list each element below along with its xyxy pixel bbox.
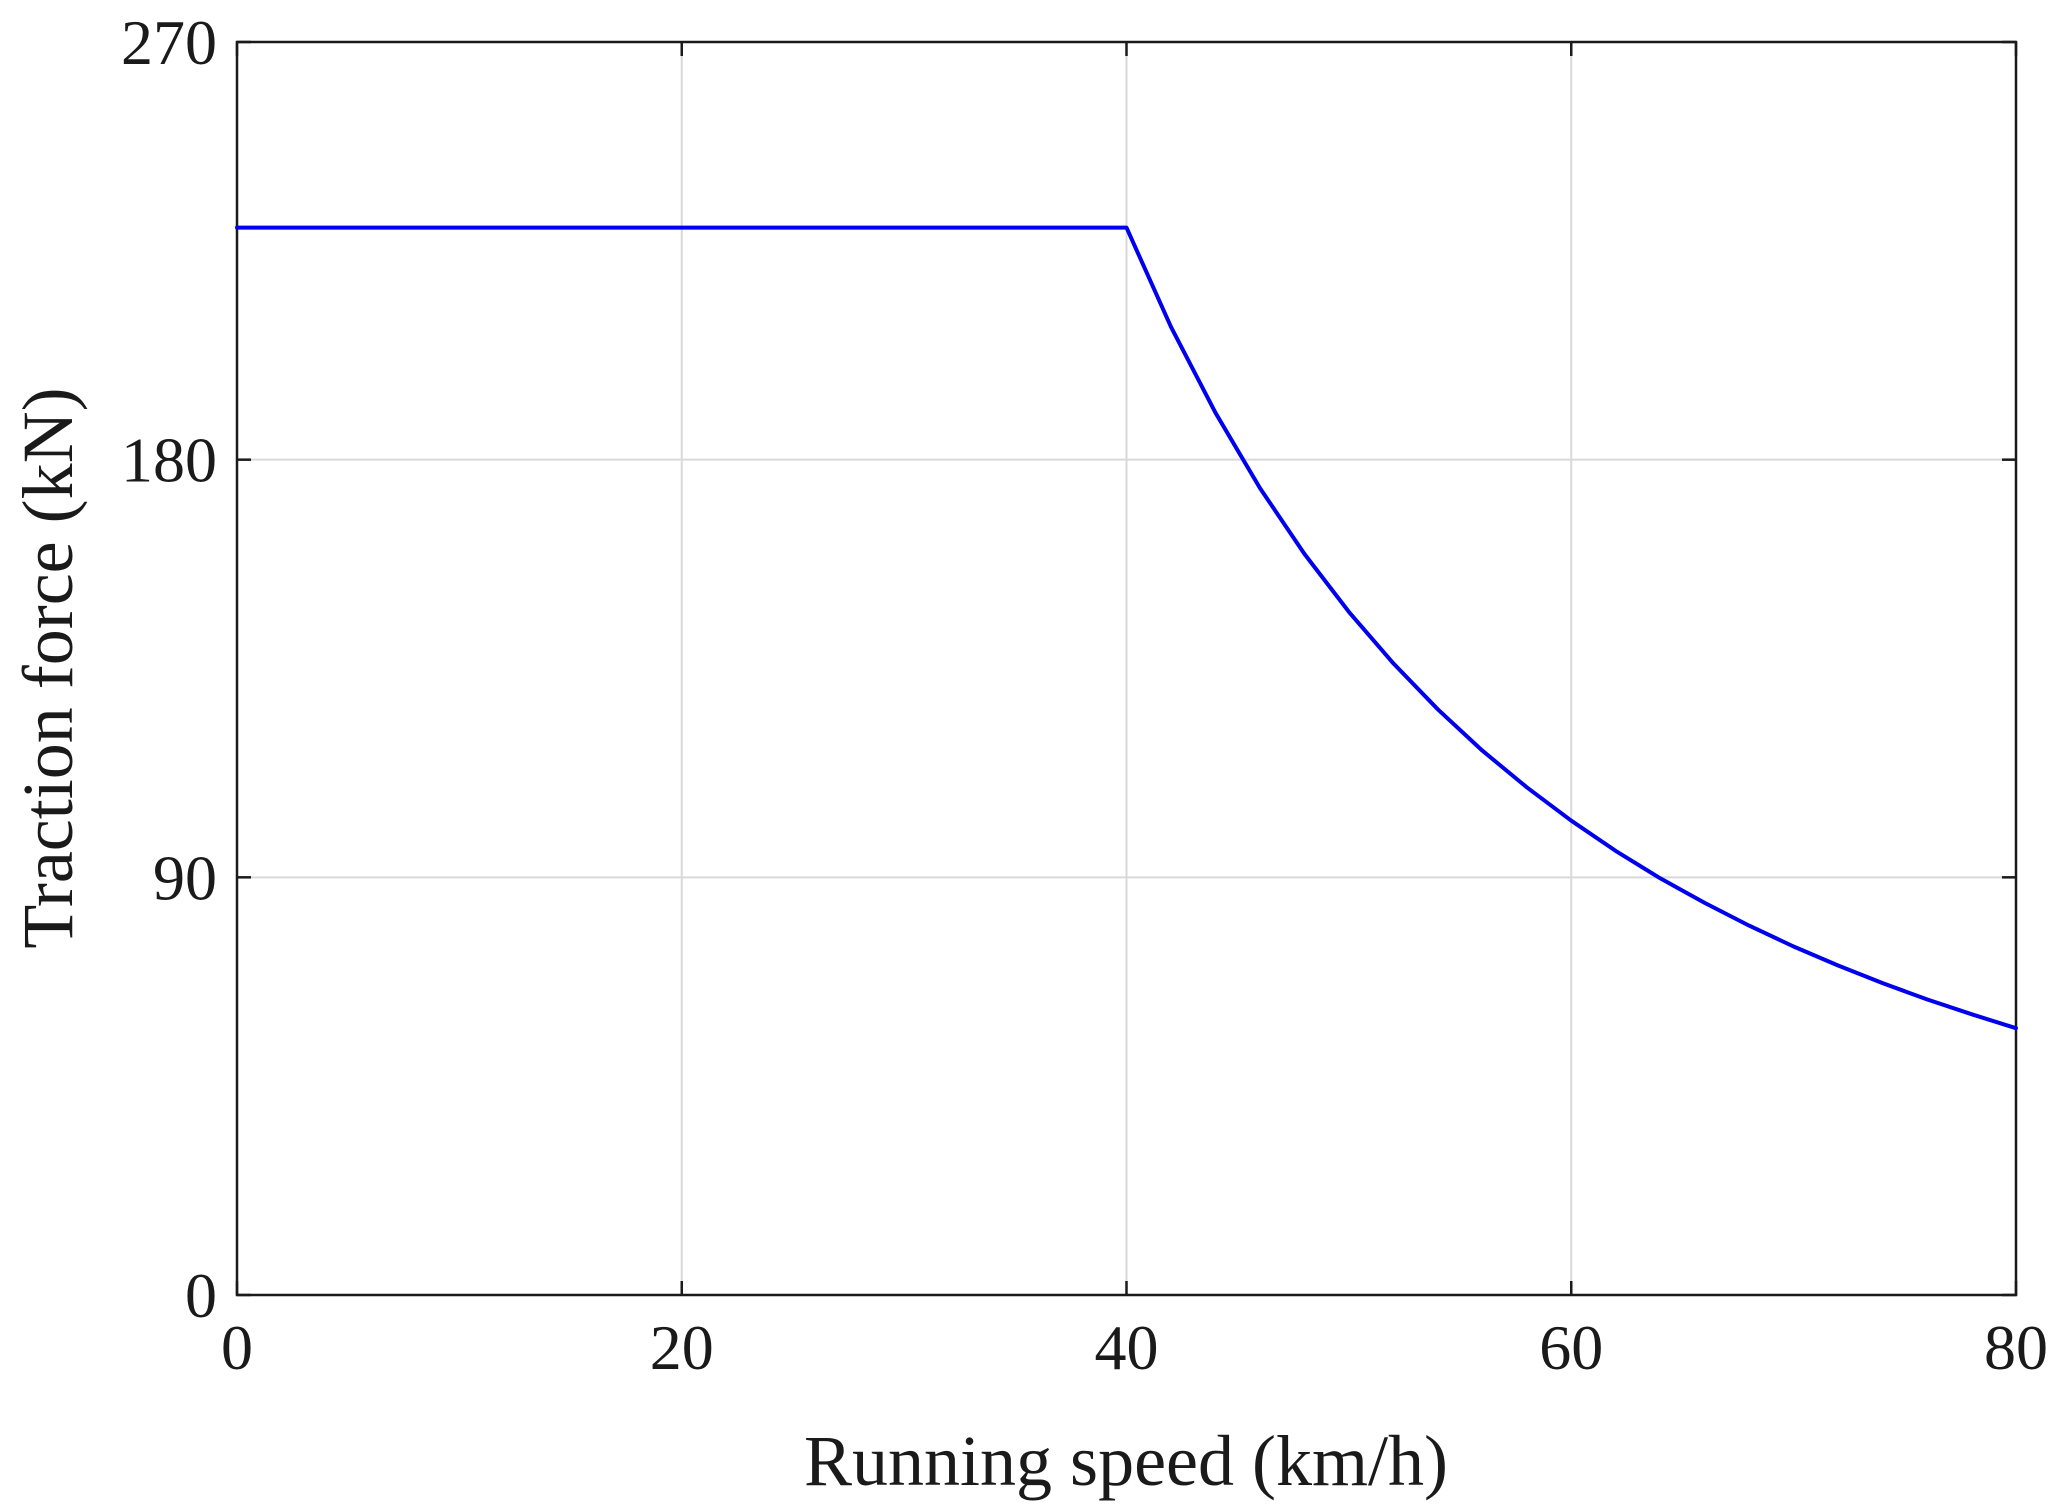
x-tick-label: 20: [650, 1312, 714, 1383]
y-tick-label: 180: [121, 425, 217, 496]
x-tick-label: 0: [221, 1312, 253, 1383]
x-tick-labels: 0 20 40 60 80: [221, 1312, 2048, 1383]
series-line-0: [235, 225, 2018, 1031]
grid: [237, 42, 2016, 1295]
series-group: [235, 225, 2018, 1031]
y-tick-labels: 0 90 180 270: [121, 7, 217, 1331]
x-tick-label: 80: [1984, 1312, 2048, 1383]
y-tick-label: 90: [153, 842, 217, 913]
y-tick-label: 0: [185, 1260, 217, 1331]
x-tick-label: 60: [1539, 1312, 1603, 1383]
y-tick-label: 270: [121, 7, 217, 78]
plot-frame: [235, 40, 2018, 1297]
y-axis-label: Traction force (kN): [8, 387, 88, 948]
x-axis-label: Running speed (km/h): [804, 1421, 1448, 1501]
x-tick-label: 40: [1095, 1312, 1159, 1383]
